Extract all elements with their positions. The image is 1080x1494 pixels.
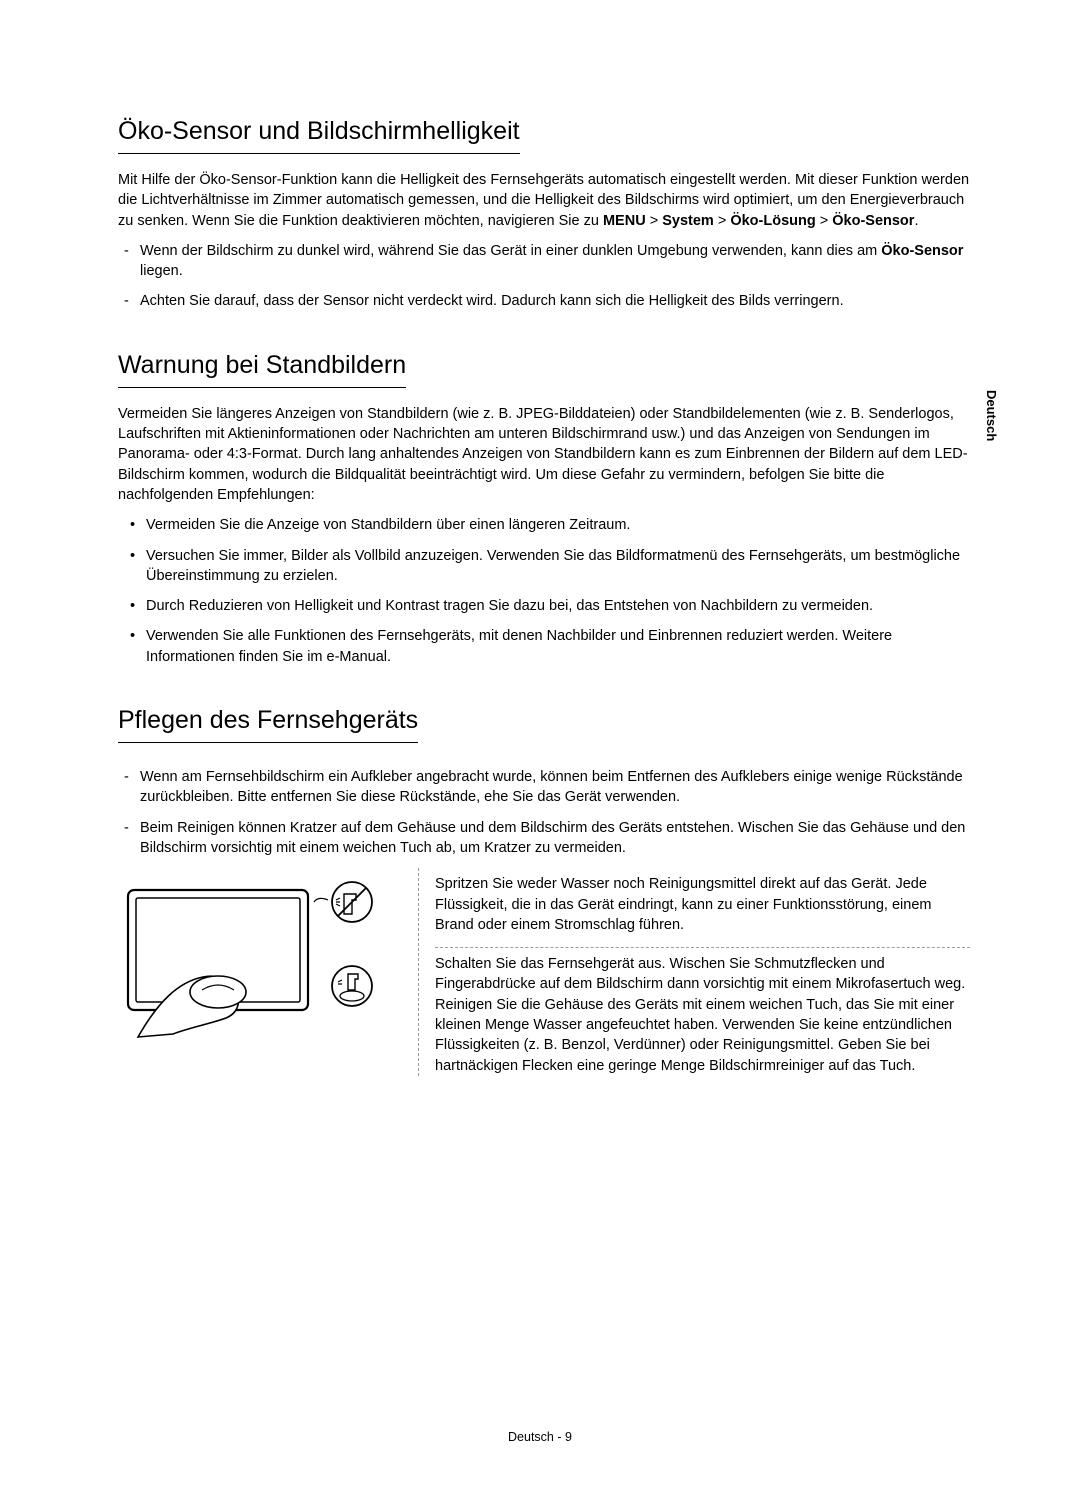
eco-item-2: Achten Sie darauf, dass der Sensor nicht… — [118, 291, 970, 311]
pflegen-list: Wenn am Fernsehbildschirm ein Aufkleber … — [118, 767, 970, 858]
heading-pflegen: Pflegen des Fernsehgeräts — [118, 703, 418, 743]
cleaning-illustration — [118, 868, 398, 1052]
intro-dot: . — [914, 213, 918, 229]
system-label: System — [662, 213, 714, 229]
cleaning-text-2: Schalten Sie das Fernsehgerät aus. Wisch… — [435, 948, 970, 1076]
sensor-label: Öko-Sensor — [832, 213, 914, 229]
standbild-b3: Durch Reduzieren von Helligkeit und Kont… — [118, 596, 970, 616]
pflegen-d1: Wenn am Fernsehbildschirm ein Aufkleber … — [118, 767, 970, 808]
eco-list: Wenn der Bildschirm zu dunkel wird, währ… — [118, 241, 970, 312]
standbild-b1: Vermeiden Sie die Anzeige von Standbilde… — [118, 515, 970, 535]
section-eco-sensor: Öko-Sensor und Bildschirmhelligkeit Mit … — [118, 110, 970, 312]
oko-label: Öko-Lösung — [730, 213, 815, 229]
section-pflegen: Pflegen des Fernsehgeräts Wenn am Fernse… — [118, 699, 970, 1076]
eco-item1-post: liegen. — [140, 263, 183, 279]
page-footer: Deutsch - 9 — [0, 1429, 1080, 1447]
eco-item1-bold: Öko-Sensor — [881, 243, 963, 259]
eco-item-1: Wenn der Bildschirm zu dunkel wird, währ… — [118, 241, 970, 282]
cleaning-text-1: Spritzen Sie weder Wasser noch Reinigung… — [435, 868, 970, 948]
standbild-b4: Verwenden Sie alle Funktionen des Fernse… — [118, 626, 970, 667]
cleaning-texts: Spritzen Sie weder Wasser noch Reinigung… — [418, 868, 970, 1076]
sep2: > — [714, 213, 731, 229]
heading-standbild: Warnung bei Standbildern — [118, 348, 406, 388]
standbild-list: Vermeiden Sie die Anzeige von Standbilde… — [118, 515, 970, 667]
section-standbild-warning: Warnung bei Standbildern Vermeiden Sie l… — [118, 344, 970, 667]
tv-cleaning-icon — [118, 872, 388, 1052]
sep3: > — [816, 213, 833, 229]
heading-eco-sensor: Öko-Sensor und Bildschirmhelligkeit — [118, 114, 520, 154]
cleaning-block: Spritzen Sie weder Wasser noch Reinigung… — [118, 868, 970, 1076]
pflegen-d2: Beim Reinigen können Kratzer auf dem Geh… — [118, 818, 970, 859]
standbild-b2: Versuchen Sie immer, Bilder als Vollbild… — [118, 546, 970, 587]
menu-label: MENU — [603, 213, 646, 229]
eco-intro-paragraph: Mit Hilfe der Öko-Sensor-Funktion kann d… — [118, 170, 970, 231]
eco-item1-pre: Wenn der Bildschirm zu dunkel wird, währ… — [140, 243, 881, 259]
side-language-label: Deutsch — [982, 390, 1000, 441]
standbild-intro: Vermeiden Sie längeres Anzeigen von Stan… — [118, 404, 970, 505]
sep1: > — [646, 213, 663, 229]
